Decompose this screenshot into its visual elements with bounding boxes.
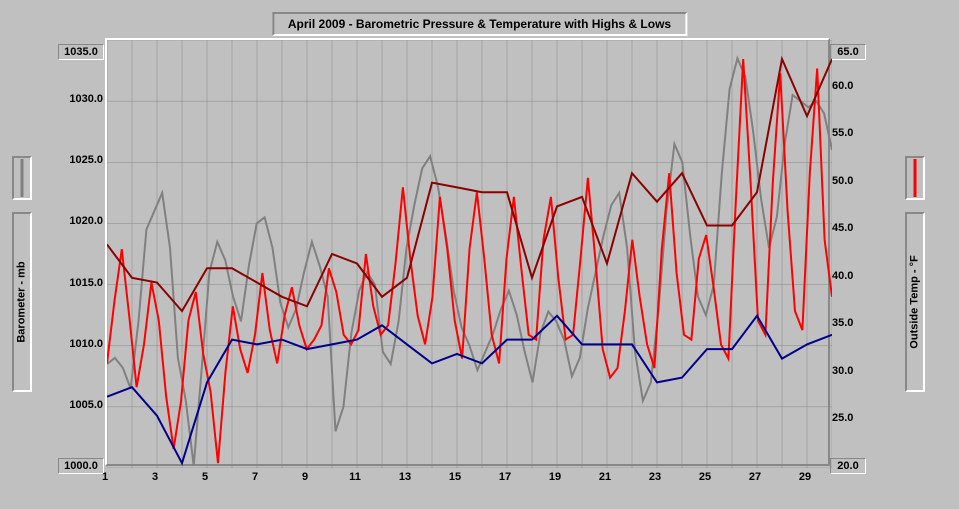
x-tick: 29 xyxy=(799,471,811,483)
y-right-tick: 45.0 xyxy=(832,222,862,234)
x-tick: 9 xyxy=(302,471,308,483)
y-right-min-box: 20.0 xyxy=(830,458,866,474)
axis-label-right-text: Outside Temp - °F xyxy=(909,255,921,348)
y-right-tick: 60.0 xyxy=(832,80,862,92)
y-left-tick: 1025.0 xyxy=(63,154,103,166)
y-right-max-box: 65.0 xyxy=(830,44,866,60)
x-tick: 3 xyxy=(152,471,158,483)
x-tick: 7 xyxy=(252,471,258,483)
y-left-tick: 1020.0 xyxy=(63,215,103,227)
y-right-tick: 35.0 xyxy=(832,317,862,329)
y-left-tick: 1005.0 xyxy=(63,399,103,411)
y-right-tick: 25.0 xyxy=(832,412,862,424)
axis-label-right: Outside Temp - °F xyxy=(905,212,925,392)
axis-label-left: Barometer - mb xyxy=(12,212,32,392)
y-right-tick: 55.0 xyxy=(832,127,862,139)
y-left-tick: 1010.0 xyxy=(63,338,103,350)
x-tick: 17 xyxy=(499,471,511,483)
y-left-tick: 1030.0 xyxy=(63,93,103,105)
y-right-tick: 40.0 xyxy=(832,270,862,282)
y-left-min-box: 1000.0 xyxy=(58,458,104,474)
y-left-tick: 1015.0 xyxy=(63,277,103,289)
x-tick: 15 xyxy=(449,471,461,483)
y-right-tick: 30.0 xyxy=(832,365,862,377)
x-tick: 5 xyxy=(202,471,208,483)
y-right-tick: 50.0 xyxy=(832,175,862,187)
x-tick: 11 xyxy=(349,471,361,483)
x-tick: 25 xyxy=(699,471,711,483)
legend-swatch-temp xyxy=(905,156,925,200)
x-tick: 19 xyxy=(549,471,561,483)
x-tick: 21 xyxy=(599,471,611,483)
plot-area xyxy=(105,38,830,466)
x-tick: 13 xyxy=(399,471,411,483)
y-left-max-box: 1035.0 xyxy=(58,44,104,60)
x-tick: 27 xyxy=(749,471,761,483)
axis-label-left-text: Barometer - mb xyxy=(16,261,28,342)
legend-swatch-barometer xyxy=(12,156,32,200)
chart-title: April 2009 - Barometric Pressure & Tempe… xyxy=(272,12,687,36)
x-tick: 23 xyxy=(649,471,661,483)
x-tick: 1 xyxy=(102,471,108,483)
